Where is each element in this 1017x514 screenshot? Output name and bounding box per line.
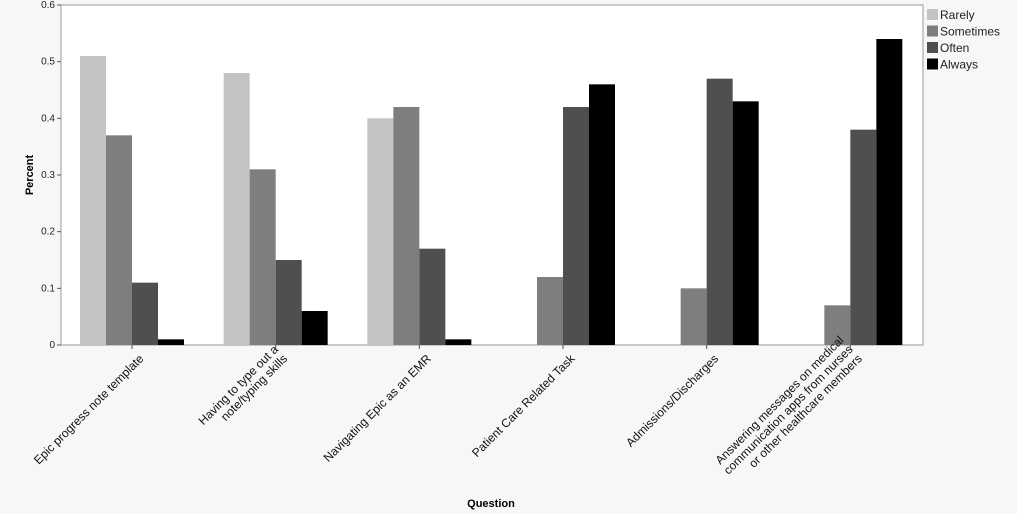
bar-often-3 <box>563 107 589 345</box>
legend-swatch <box>927 25 938 37</box>
legend-label: Rarely <box>940 8 975 22</box>
legend-label: Often <box>940 41 969 55</box>
bar-always-0 <box>158 339 184 345</box>
x-tick-label: Admissions/Discharges <box>623 352 721 450</box>
bar-often-5 <box>850 129 877 345</box>
bar-often-0 <box>132 282 158 345</box>
bar-rarely-1 <box>223 73 250 345</box>
y-tick-label: 0.4 <box>41 113 55 124</box>
x-tick-label: Having to type out a <box>196 342 282 428</box>
y-tick-label: 0 <box>49 340 55 351</box>
bar-always-2 <box>445 339 472 345</box>
bar-always-3 <box>589 84 615 345</box>
y-axis: 0 0.1 0.2 0.3 0.4 0.5 0.6 <box>41 0 61 351</box>
bar-sometimes-2 <box>393 107 420 345</box>
bar-sometimes-4 <box>680 288 707 345</box>
bar-often-2 <box>419 248 446 345</box>
x-tick-label: Patient Care Related Task <box>469 351 578 460</box>
x-tick-label: Answering messages on medical <box>712 333 846 467</box>
bar-rarely-0 <box>80 56 106 345</box>
legend-swatch <box>927 9 938 20</box>
legend-swatch <box>927 58 938 70</box>
x-tick-label: communication apps from nurses <box>721 342 856 477</box>
plot-background <box>60 4 924 346</box>
bar-sometimes-1 <box>249 169 276 345</box>
bar-often-1 <box>275 260 302 345</box>
bar-sometimes-3 <box>537 277 563 345</box>
bars <box>80 39 903 346</box>
legend: Rarely Sometimes Often Always <box>927 8 1000 72</box>
x-tick-label-group: Answering messages on medicalcommunicati… <box>712 333 864 477</box>
legend-label: Always <box>940 58 978 72</box>
y-tick-label: 0.5 <box>41 57 55 68</box>
x-tick-label: Epic progress note template <box>31 351 147 467</box>
x-axis-title: Question <box>467 498 515 510</box>
y-axis-title: Percent <box>24 154 36 195</box>
x-tick-label-group: Epic progress note template <box>31 351 147 467</box>
bar-sometimes-5 <box>824 305 851 345</box>
y-tick-label: 0.6 <box>41 0 55 11</box>
legend-label: Sometimes <box>940 25 1000 39</box>
bar-sometimes-0 <box>106 135 132 345</box>
legend-swatch <box>927 42 938 53</box>
bar-always-4 <box>732 101 759 345</box>
x-tick-label-group: Admissions/Discharges <box>623 352 721 450</box>
y-tick-label: 0.2 <box>41 227 55 238</box>
y-tick-label: 0.3 <box>41 170 55 181</box>
y-tick-label: 0.1 <box>41 283 55 294</box>
bar-often-4 <box>706 78 733 346</box>
bar-always-1 <box>301 311 328 345</box>
bar-always-5 <box>876 39 903 345</box>
x-tick-label: Navigating Epic as an EMR <box>321 351 434 464</box>
x-tick-label-group: Navigating Epic as an EMR <box>321 351 434 464</box>
bar-rarely-2 <box>367 118 394 345</box>
x-tick-label-group: Patient Care Related Task <box>469 351 578 460</box>
x-axis: Epic progress note template Having to typ… <box>31 333 865 477</box>
